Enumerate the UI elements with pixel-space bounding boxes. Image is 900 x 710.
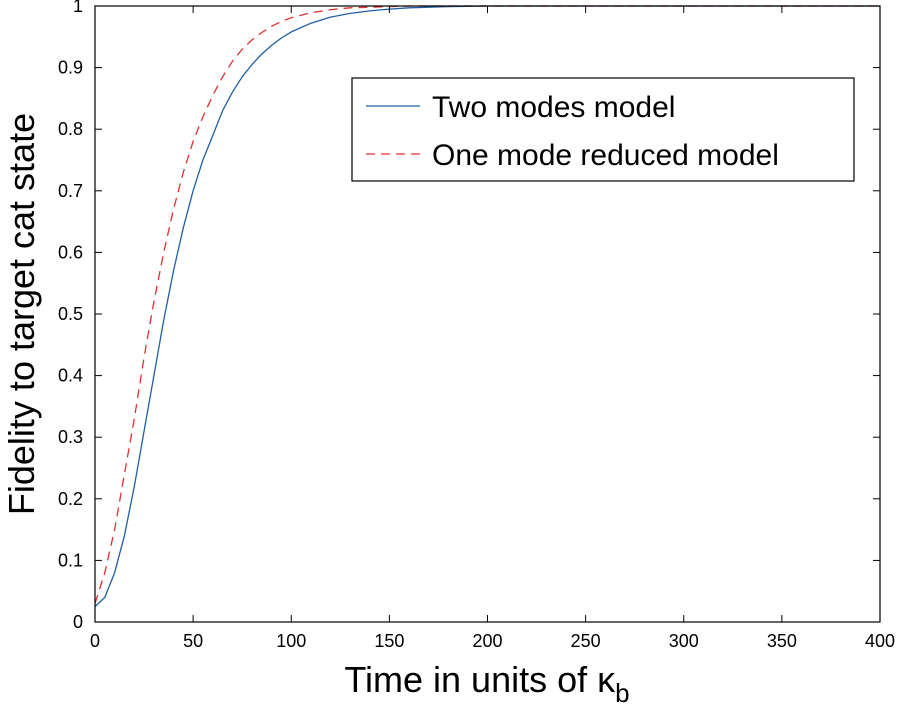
y-tick-label: 0 bbox=[73, 612, 83, 632]
y-tick-label: 0.6 bbox=[58, 242, 83, 262]
x-tick-label: 300 bbox=[669, 631, 699, 651]
legend: Two modes model One mode reduced model bbox=[351, 77, 855, 182]
ticks-layer: 0 50 100 150 200 250 300 350 400 0 0.1 0.2 0.3 0.4 0.5… bbox=[58, 0, 895, 651]
x-tick-label: 100 bbox=[276, 631, 306, 651]
y-tick-label: 1 bbox=[73, 0, 83, 16]
x-tick-label: 150 bbox=[374, 631, 404, 651]
x-tick-label: 400 bbox=[865, 631, 895, 651]
y-axis-label: Fidelity to target cat state bbox=[1, 113, 42, 515]
legend-label-one-mode: One mode reduced model bbox=[432, 139, 779, 172]
legend-box bbox=[351, 77, 855, 182]
x-axis-label-subscript: b bbox=[615, 678, 629, 708]
y-tick-label: 0.3 bbox=[58, 427, 83, 447]
y-tick-label: 0.1 bbox=[58, 550, 83, 570]
x-tick-label: 0 bbox=[90, 631, 100, 651]
x-axis-label-main: Time in units of κ bbox=[344, 659, 616, 700]
x-tick-label: 50 bbox=[183, 631, 203, 651]
x-axis-label: Time in units of κb bbox=[344, 659, 629, 708]
y-tick-label: 0.4 bbox=[58, 366, 83, 386]
y-tick-label: 0.5 bbox=[58, 304, 83, 324]
legend-label-two-modes: Two modes model bbox=[432, 91, 675, 124]
x-tick-label: 350 bbox=[767, 631, 797, 651]
y-tick-label: 0.7 bbox=[58, 181, 83, 201]
x-tick-label: 250 bbox=[571, 631, 601, 651]
y-tick-label: 0.8 bbox=[58, 119, 83, 139]
x-tick-label: 200 bbox=[472, 631, 502, 651]
y-tick-label: 0.9 bbox=[58, 58, 83, 78]
y-tick-label: 0.2 bbox=[58, 489, 83, 509]
